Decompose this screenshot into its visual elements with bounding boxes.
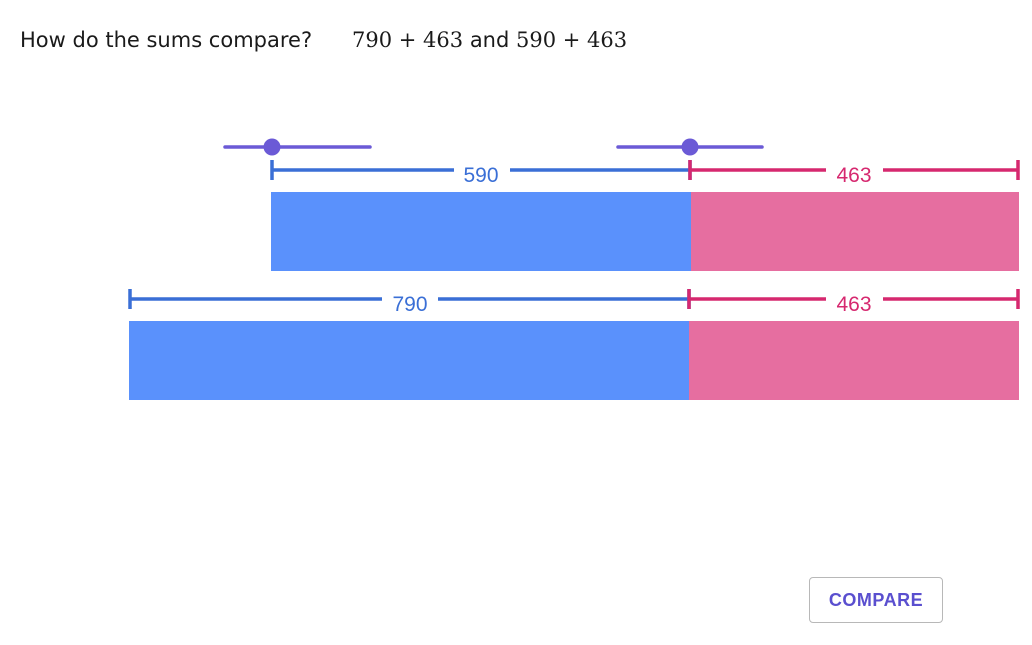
expression-b: 590 + 463 xyxy=(516,28,628,52)
top-right-measure-label: 463 xyxy=(836,164,871,187)
bottom-right-measure-label: 463 xyxy=(836,293,871,316)
top-right-measure: 463 xyxy=(688,160,1020,187)
bottom-left-measure-label: 790 xyxy=(392,293,427,316)
sum-expressions: 790 + 463 and 590 + 463 xyxy=(352,28,627,52)
right-slider-handle-icon[interactable] xyxy=(681,138,699,156)
top-pink-bar xyxy=(691,192,1019,271)
bottom-right-measure: 463 xyxy=(687,289,1020,316)
left-slider-handle-icon[interactable] xyxy=(263,138,281,156)
top-left-measure-label: 590 xyxy=(463,164,498,187)
expression-a: 790 + 463 xyxy=(352,28,464,52)
top-left-measure: 590 xyxy=(270,160,692,187)
bottom-blue-bar xyxy=(129,321,689,400)
bottom-pink-bar xyxy=(689,321,1019,400)
expression-join: and xyxy=(469,28,510,52)
bottom-left-measure: 790 xyxy=(128,289,691,316)
top-blue-bar xyxy=(271,192,691,271)
question-text: How do the sums compare? xyxy=(20,28,313,52)
compare-button[interactable]: COMPARE xyxy=(809,577,943,623)
